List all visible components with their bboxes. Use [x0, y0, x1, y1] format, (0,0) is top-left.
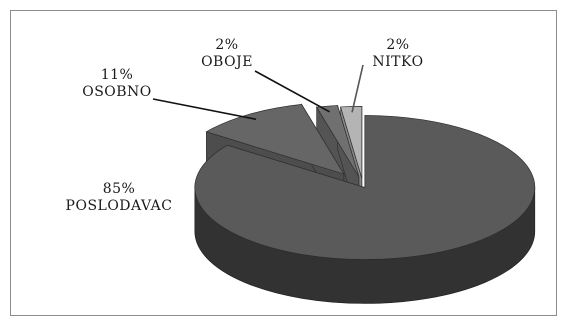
pie-slice-oboje [316, 105, 360, 178]
slice-name-oboje: OBOJE [201, 54, 253, 70]
slice-label-osobno: 11% OSOBNO [71, 67, 163, 101]
pie-chart [152, 64, 536, 304]
leader-line-nitko [351, 64, 364, 113]
slice-label-poslodavac: 85% POSLODAVAC [59, 181, 179, 215]
slice-value-nitko: 2% [386, 37, 410, 53]
leader-line-osobno [152, 98, 257, 121]
slice-name-poslodavac: POSLODAVAC [65, 198, 173, 214]
pie-slice-poslodavac [194, 115, 536, 260]
pie-top-layer [194, 103, 536, 260]
slice-label-oboje: 2% OBOJE [191, 37, 263, 71]
slice-value-osobno: 11% [100, 67, 134, 83]
slice-name-osobno: OSOBNO [82, 84, 152, 100]
leader-line-oboje [254, 70, 330, 113]
chart-frame: 85% POSLODAVAC 11% OSOBNO 2% OBOJE 2% NI… [10, 10, 557, 316]
slice-value-oboje: 2% [215, 37, 239, 53]
slice-name-nitko: NITKO [372, 54, 424, 70]
slice-value-poslodavac: 85% [102, 181, 136, 197]
pie-slice-osobno [205, 103, 345, 175]
slice-label-nitko: 2% NITKO [363, 37, 433, 71]
pie-slice-nitko [340, 106, 363, 179]
leader-lines [152, 64, 364, 121]
